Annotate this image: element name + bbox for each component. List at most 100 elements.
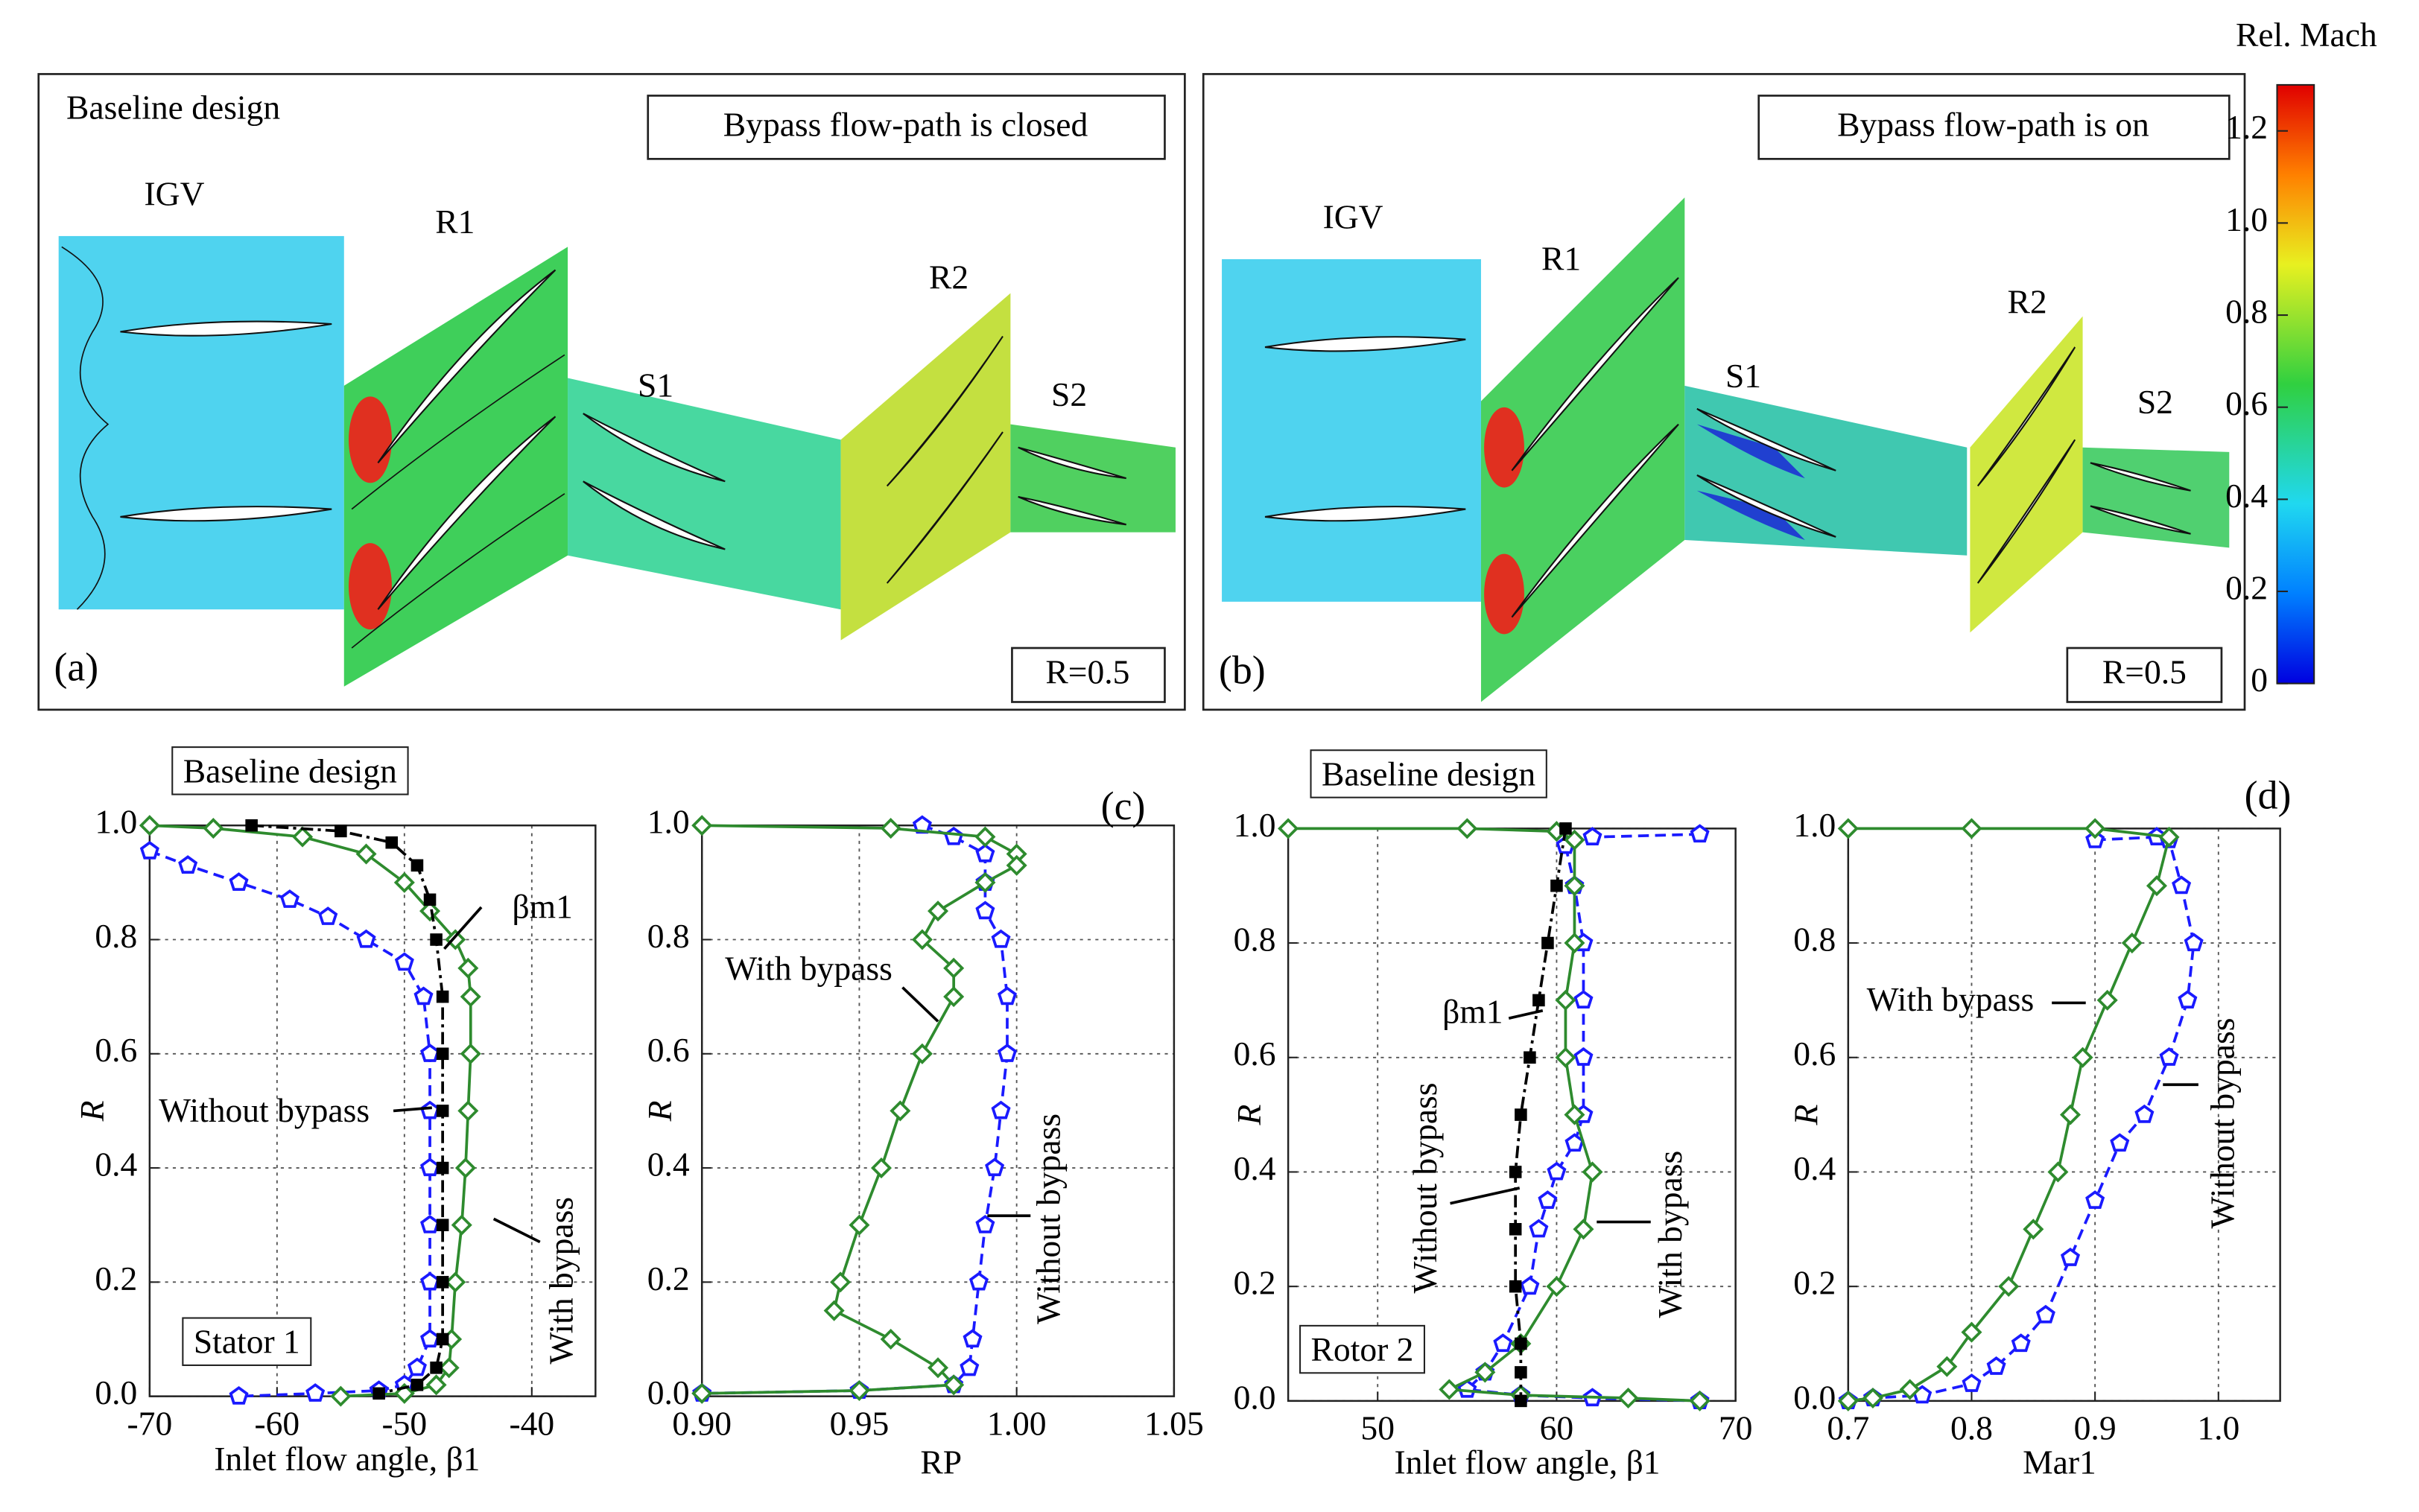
series-label: Without bypass bbox=[159, 1091, 370, 1129]
blade bbox=[377, 269, 557, 464]
point bbox=[1520, 1276, 1540, 1295]
point bbox=[2035, 1304, 2055, 1324]
y-axis-label: R bbox=[641, 1100, 679, 1122]
point bbox=[178, 855, 198, 874]
point bbox=[928, 900, 949, 922]
point bbox=[880, 1328, 901, 1350]
colorbar-tick-label: 0.4 bbox=[2225, 477, 2268, 515]
point bbox=[2060, 1248, 2081, 1266]
y-tick-label: 0.2 bbox=[1793, 1264, 1836, 1302]
point bbox=[454, 1157, 476, 1179]
point bbox=[911, 1043, 933, 1064]
label-box bbox=[1757, 95, 2231, 160]
point bbox=[1559, 822, 1572, 835]
point bbox=[1515, 1366, 1527, 1379]
status-label: Bypass flow-path is on bbox=[1837, 105, 2149, 143]
point bbox=[430, 933, 443, 946]
point bbox=[457, 957, 479, 979]
point bbox=[2072, 1046, 2093, 1068]
colorbar bbox=[2276, 83, 2315, 684]
point bbox=[2084, 818, 2106, 839]
point bbox=[1986, 1356, 2006, 1375]
blade bbox=[1018, 446, 1126, 480]
point bbox=[2158, 826, 2180, 848]
point bbox=[229, 872, 249, 891]
point bbox=[1509, 1280, 1522, 1293]
point bbox=[451, 1214, 472, 1236]
row-label: S2 bbox=[2137, 383, 2173, 421]
point bbox=[420, 1157, 440, 1177]
series-label: Without bypass bbox=[1406, 1083, 1444, 1294]
radius-label: R=0.5 bbox=[1045, 653, 1129, 691]
row-label: S2 bbox=[1051, 375, 1087, 413]
point bbox=[2085, 830, 2105, 848]
series-label: With bypass bbox=[725, 949, 893, 987]
y-tick-label: 1.0 bbox=[95, 803, 137, 841]
x-tick-label: 70 bbox=[1719, 1409, 1753, 1447]
point bbox=[1962, 1373, 1982, 1392]
point bbox=[2121, 933, 2143, 954]
point bbox=[997, 1044, 1018, 1062]
point bbox=[1689, 1390, 1711, 1411]
point bbox=[279, 889, 299, 908]
annotation-box bbox=[1310, 749, 1547, 798]
point bbox=[2184, 933, 2204, 952]
point bbox=[413, 986, 434, 1006]
point bbox=[445, 929, 466, 950]
shock-zone bbox=[348, 396, 392, 483]
point bbox=[139, 815, 160, 836]
point bbox=[407, 1357, 427, 1376]
point bbox=[2178, 990, 2198, 1008]
blade bbox=[1511, 423, 1679, 618]
blade bbox=[1264, 506, 1466, 522]
blade bbox=[1976, 439, 2076, 584]
point bbox=[849, 1214, 870, 1236]
point bbox=[880, 818, 901, 839]
point bbox=[356, 929, 376, 948]
y-tick-label: 0.4 bbox=[1234, 1149, 1276, 1187]
point bbox=[960, 1357, 980, 1376]
point bbox=[944, 826, 964, 845]
blade bbox=[583, 480, 726, 550]
x-tick-label: 0.8 bbox=[1950, 1409, 1993, 1447]
x-tick-label: -40 bbox=[509, 1405, 554, 1443]
x-tick-label: 0.95 bbox=[830, 1405, 890, 1443]
y-axis-label: R bbox=[1786, 1105, 1824, 1126]
point bbox=[943, 957, 965, 979]
point bbox=[974, 826, 996, 848]
point bbox=[425, 1374, 447, 1396]
point bbox=[2159, 1047, 2179, 1066]
leader-line bbox=[1450, 1187, 1521, 1205]
point bbox=[318, 906, 338, 925]
point bbox=[436, 1332, 449, 1346]
point bbox=[985, 1157, 1005, 1177]
x-tick-label: 50 bbox=[1360, 1409, 1395, 1447]
point bbox=[436, 1105, 449, 1117]
point bbox=[305, 1383, 326, 1402]
blade bbox=[1511, 277, 1679, 471]
point bbox=[2047, 1161, 2069, 1183]
row-label: IGV bbox=[1323, 198, 1383, 236]
y-tick-label: 0.4 bbox=[1793, 1149, 1836, 1187]
plot-frame bbox=[1287, 828, 1737, 1403]
annotation-box bbox=[1299, 1324, 1425, 1374]
series-label: With bypass bbox=[1867, 980, 2035, 1018]
point bbox=[436, 1219, 449, 1231]
igv-zone bbox=[1222, 259, 1481, 602]
point bbox=[975, 1215, 995, 1233]
y-tick-label: 0.2 bbox=[95, 1260, 137, 1297]
r1-zone bbox=[343, 247, 568, 687]
r2-zone bbox=[840, 293, 1011, 641]
point bbox=[139, 841, 159, 860]
point bbox=[1998, 1276, 2020, 1297]
y-tick-label: 0.4 bbox=[647, 1146, 690, 1184]
leader-line bbox=[901, 986, 939, 1023]
point bbox=[372, 1387, 385, 1400]
panel-frame bbox=[1202, 73, 2246, 711]
y-tick-label: 1.0 bbox=[1234, 806, 1276, 844]
x-axis-label: Mar1 bbox=[2023, 1443, 2096, 1481]
colorbar-tick-label: 0.8 bbox=[2225, 292, 2268, 330]
series-line bbox=[702, 824, 1009, 1395]
point bbox=[2023, 1219, 2044, 1240]
